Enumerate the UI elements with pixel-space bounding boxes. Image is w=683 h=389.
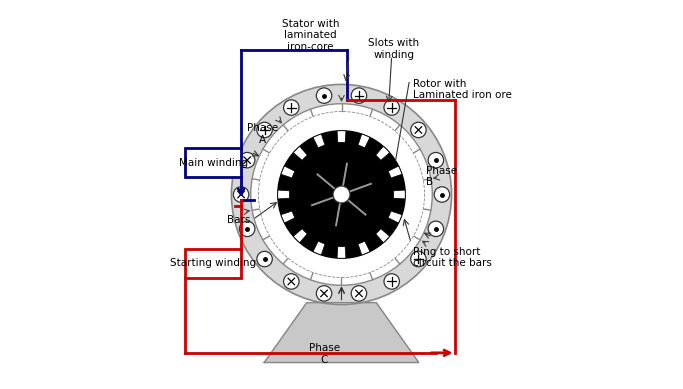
Circle shape bbox=[410, 122, 426, 138]
Wedge shape bbox=[281, 166, 295, 178]
Circle shape bbox=[316, 88, 332, 103]
Circle shape bbox=[434, 187, 449, 202]
Circle shape bbox=[428, 152, 443, 168]
Circle shape bbox=[351, 88, 367, 103]
Text: Bars: Bars bbox=[227, 215, 251, 224]
Text: Slots with
winding: Slots with winding bbox=[368, 38, 419, 60]
Wedge shape bbox=[337, 131, 346, 142]
Circle shape bbox=[251, 104, 432, 285]
Wedge shape bbox=[337, 247, 346, 258]
Text: Main winding: Main winding bbox=[178, 158, 248, 168]
Wedge shape bbox=[294, 229, 307, 243]
Circle shape bbox=[240, 221, 255, 237]
Text: Starting winding: Starting winding bbox=[170, 258, 256, 268]
Circle shape bbox=[283, 274, 299, 289]
Circle shape bbox=[410, 251, 426, 267]
Circle shape bbox=[333, 186, 350, 203]
Wedge shape bbox=[358, 134, 370, 148]
Circle shape bbox=[257, 122, 273, 138]
Wedge shape bbox=[393, 190, 405, 199]
Wedge shape bbox=[388, 166, 402, 178]
Text: Phase
A: Phase A bbox=[247, 123, 278, 145]
Circle shape bbox=[316, 286, 332, 301]
Wedge shape bbox=[278, 190, 290, 199]
Text: Phase
B: Phase B bbox=[426, 166, 458, 187]
FancyBboxPatch shape bbox=[185, 148, 241, 177]
Wedge shape bbox=[388, 211, 402, 223]
Wedge shape bbox=[281, 211, 295, 223]
Polygon shape bbox=[264, 303, 419, 363]
Circle shape bbox=[240, 152, 255, 168]
Text: Phase
C: Phase C bbox=[309, 343, 339, 365]
Wedge shape bbox=[294, 146, 307, 160]
Wedge shape bbox=[376, 146, 389, 160]
Circle shape bbox=[384, 100, 400, 115]
Text: Rotor with
Laminated iron ore: Rotor with Laminated iron ore bbox=[413, 79, 512, 100]
Circle shape bbox=[384, 274, 400, 289]
Circle shape bbox=[428, 221, 443, 237]
Circle shape bbox=[232, 84, 451, 305]
Circle shape bbox=[257, 251, 273, 267]
Circle shape bbox=[309, 162, 374, 227]
Circle shape bbox=[283, 100, 299, 115]
Text: Stator with
laminated
iron-core: Stator with laminated iron-core bbox=[282, 19, 339, 52]
Text: Ring to short
circuit the bars: Ring to short circuit the bars bbox=[413, 247, 492, 268]
FancyBboxPatch shape bbox=[185, 249, 241, 277]
Wedge shape bbox=[313, 134, 325, 148]
Circle shape bbox=[234, 187, 249, 202]
Circle shape bbox=[278, 131, 405, 258]
Wedge shape bbox=[376, 229, 389, 243]
Wedge shape bbox=[358, 241, 370, 255]
Wedge shape bbox=[313, 241, 325, 255]
Circle shape bbox=[351, 286, 367, 301]
